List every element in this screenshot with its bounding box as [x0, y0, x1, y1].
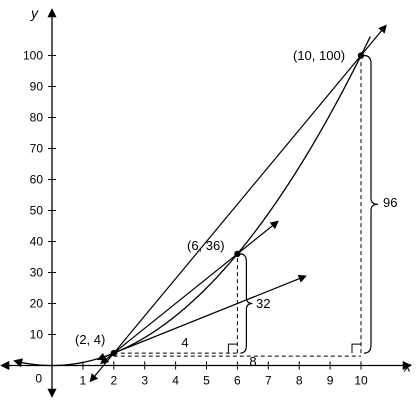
line-3	[96, 274, 307, 361]
x-tick-label: 1	[80, 374, 87, 388]
parabola-curve	[13, 36, 371, 368]
y-tick-label: 90	[30, 80, 44, 94]
y-tick-label: 70	[30, 142, 44, 156]
brace-96	[363, 54, 379, 354]
x-tick-label: 8	[296, 374, 303, 388]
right-angle-marker	[227, 343, 238, 354]
y-tick-label: 60	[30, 173, 44, 187]
y-tick-label: 20	[30, 297, 44, 311]
data-point	[110, 349, 118, 357]
brace-32	[240, 253, 253, 354]
y-tick-label: 80	[30, 111, 44, 125]
y-tick-label: 40	[30, 235, 44, 249]
x-axis-label: x	[403, 359, 412, 375]
y-tick-label: 30	[30, 266, 44, 280]
rise-label-short: 32	[256, 296, 270, 311]
y-tick-label: 50	[30, 204, 44, 218]
right-angle-marker	[351, 343, 361, 354]
data-point	[234, 250, 241, 258]
point-label: (10, 100)	[293, 48, 345, 63]
point-label: (6, 36)	[187, 238, 225, 253]
x-tick-label: 5	[203, 374, 210, 388]
point-label: (2, 4)	[75, 332, 105, 347]
x-tick-label: 2	[110, 374, 117, 388]
x-tick-label: 9	[327, 374, 334, 388]
run-label-short: 4	[181, 335, 188, 350]
x-tick-label: 10	[354, 374, 368, 388]
x-tick-label: 4	[172, 374, 179, 388]
run-label-long: 8	[249, 354, 256, 369]
rise-label-long: 96	[383, 195, 397, 210]
line-1	[89, 24, 387, 383]
x-tick-label: 7	[265, 374, 272, 388]
data-point	[357, 52, 365, 59]
origin-label: 0	[35, 372, 42, 386]
y-tick-label: 10	[30, 328, 44, 342]
y-axis-label: y	[30, 5, 39, 21]
y-tick-label: 100	[23, 49, 43, 63]
x-tick-label: 6	[234, 374, 241, 388]
x-tick-label: 3	[141, 374, 148, 388]
